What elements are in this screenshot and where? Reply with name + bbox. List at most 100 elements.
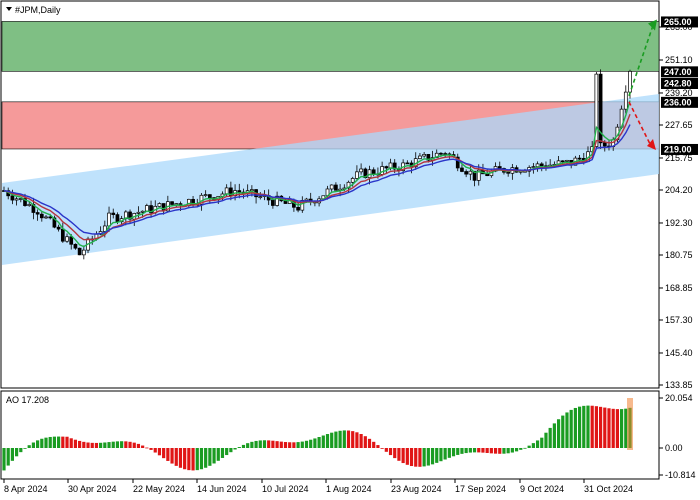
- ao-bar: [40, 438, 44, 448]
- ao-bar: [78, 440, 82, 448]
- ao-tick-label: 0.00: [665, 443, 683, 453]
- ao-bar: [519, 448, 523, 450]
- ao-bar: [405, 448, 409, 465]
- ao-bar: [86, 442, 90, 448]
- ao-bar: [372, 441, 376, 448]
- ao-bar: [426, 448, 430, 466]
- ao-bar: [153, 448, 157, 453]
- time-tick-label: 8 Apr 2024: [4, 484, 48, 494]
- ao-bar: [573, 407, 577, 448]
- ascending-channel: [2, 94, 659, 265]
- ao-bar: [279, 441, 283, 448]
- ao-bar: [464, 448, 468, 454]
- ao-bar: [191, 448, 195, 471]
- candle-body: [115, 214, 120, 223]
- candle-body: [60, 228, 65, 242]
- candle-body: [224, 187, 229, 195]
- ao-bar: [468, 448, 472, 453]
- time-tick-label: 14 Jun 2024: [197, 484, 247, 494]
- ao-bar: [498, 448, 502, 454]
- ao-histogram: [2, 398, 633, 471]
- candle-body: [359, 168, 363, 173]
- ao-bar: [225, 448, 229, 456]
- ao-bar: [187, 448, 191, 471]
- ao-bar: [451, 448, 456, 457]
- price-level-value: 247.00: [664, 67, 692, 77]
- ao-bar: [111, 441, 115, 448]
- candle-body: [35, 212, 40, 215]
- candle-body: [539, 163, 544, 167]
- ao-bar: [598, 406, 603, 448]
- candle-body: [149, 205, 153, 214]
- ao-indicator-label: AO 17.208: [6, 395, 49, 405]
- ao-bar: [107, 442, 111, 448]
- ao-bar: [439, 448, 443, 462]
- price-level-box: [661, 143, 698, 155]
- chart-title[interactable]: #JPM,Daily: [6, 5, 61, 15]
- ao-bar: [422, 448, 426, 467]
- candle-body: [23, 198, 27, 206]
- ao-pane[interactable]: AO 17.208: [0, 390, 660, 480]
- ao-bar: [115, 441, 120, 448]
- ao-bar: [367, 438, 372, 448]
- ao-bar: [195, 448, 199, 471]
- ao-bar: [61, 436, 65, 448]
- candle-body: [531, 166, 536, 168]
- ao-bar: [493, 448, 498, 454]
- ao-bar: [582, 405, 586, 448]
- candle-body: [577, 157, 582, 160]
- candle-body: [258, 196, 263, 198]
- ao-bar: [275, 441, 279, 448]
- ao-bar: [288, 442, 292, 448]
- time-tick-label: 30 Apr 2024: [68, 484, 117, 494]
- ao-bar: [2, 448, 6, 471]
- candle-body: [296, 206, 300, 211]
- candle-body: [623, 91, 628, 110]
- ao-bar: [472, 448, 477, 453]
- price-tick-label: 227.65: [665, 120, 693, 130]
- candle-body: [18, 198, 23, 200]
- ao-bar: [489, 448, 493, 454]
- candle-body: [426, 154, 431, 161]
- price-level-box: [661, 96, 698, 108]
- candle-body: [10, 195, 15, 201]
- candle-body: [460, 167, 464, 172]
- ao-bar: [338, 430, 342, 448]
- candle-body: [405, 162, 410, 165]
- candle-body: [69, 236, 74, 245]
- ao-bar: [141, 445, 145, 448]
- candle-body: [476, 169, 481, 181]
- forecast-up-arrow: [628, 25, 654, 97]
- ao-bar: [233, 448, 237, 450]
- price-tick-label: 168.85: [665, 283, 693, 293]
- candle-body: [565, 159, 569, 162]
- price-pane[interactable]: [0, 0, 660, 389]
- candle-body: [560, 160, 565, 163]
- candle-body: [128, 211, 132, 220]
- candle-body: [497, 166, 502, 169]
- ao-bar: [456, 448, 460, 455]
- ao-bar: [544, 432, 548, 448]
- price-tick-label: 239.20: [665, 88, 693, 98]
- ao-bar: [31, 442, 36, 448]
- candle-body: [380, 166, 384, 175]
- candle-body: [56, 226, 61, 230]
- ma-slow-blue: [3, 124, 631, 235]
- ao-bar: [506, 448, 510, 454]
- ao-bar: [216, 448, 220, 461]
- ao-bar: [577, 406, 582, 448]
- ao-bar: [611, 408, 615, 448]
- candle-body: [102, 225, 107, 232]
- price-tick-label: 145.40: [665, 348, 693, 358]
- price-axis: 263.00251.10239.20227.65215.75204.20192.…: [659, 22, 693, 390]
- time-tick-label: 31 Oct 2024: [584, 484, 633, 494]
- ao-bar: [157, 448, 162, 456]
- ao-bar: [241, 444, 246, 448]
- ao-bar: [615, 409, 619, 448]
- ao-bar: [178, 448, 183, 468]
- ao-bar: [485, 448, 489, 453]
- triangle-down-icon[interactable]: [6, 7, 12, 11]
- candle-body: [81, 249, 86, 256]
- ao-bar: [292, 442, 296, 448]
